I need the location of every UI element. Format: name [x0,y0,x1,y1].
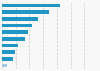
Bar [2,17,38,21]
Bar [2,64,7,67]
Bar [2,57,13,61]
Bar [2,4,60,7]
Bar [2,10,49,14]
Bar [2,30,28,34]
Bar [2,24,32,27]
Bar [2,37,25,41]
Bar [2,50,15,54]
Bar [2,44,18,47]
